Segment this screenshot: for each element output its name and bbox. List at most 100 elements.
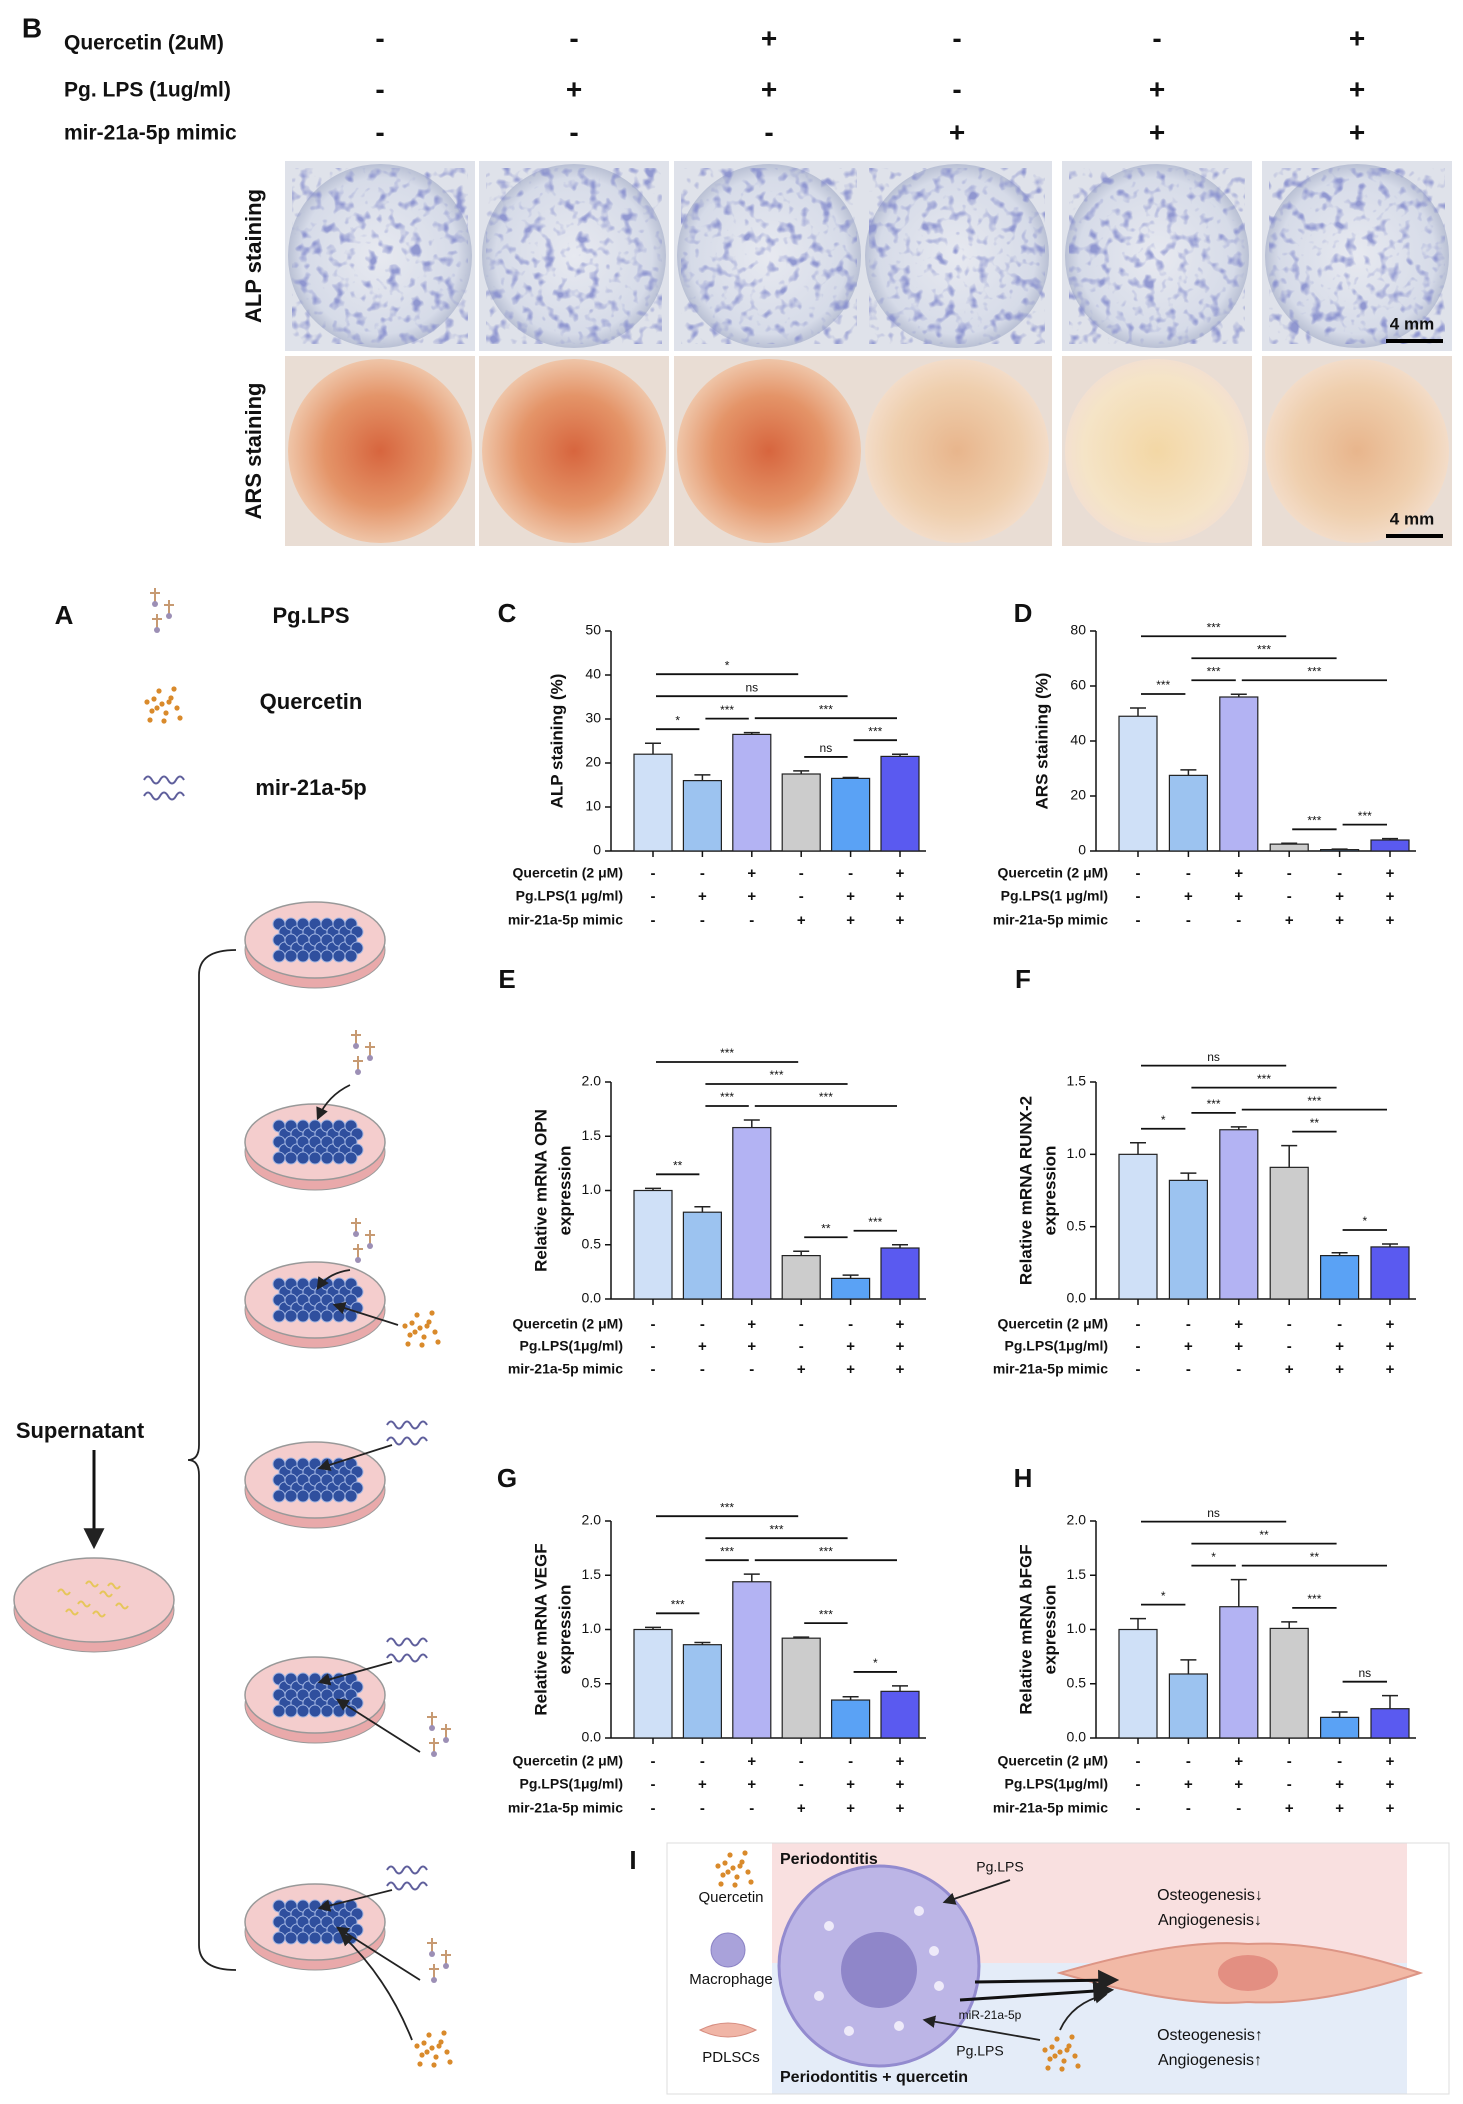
vesicle bbox=[824, 1921, 834, 1931]
treatment-label: mir-21a-5p mimic bbox=[508, 912, 623, 928]
error-bar bbox=[1382, 1694, 1398, 1709]
treatment-label: mir-21a-5p mimic bbox=[993, 1800, 1108, 1816]
cell bbox=[296, 1704, 310, 1718]
bar bbox=[880, 1247, 920, 1300]
quercetin-icon bbox=[419, 1342, 425, 1348]
mir-icon bbox=[386, 1653, 428, 1663]
y-tick-label: 60 bbox=[1070, 677, 1086, 693]
panel-label: D bbox=[1014, 598, 1033, 628]
well bbox=[288, 359, 472, 543]
bar bbox=[732, 1126, 772, 1300]
significance-label: ** bbox=[1259, 1528, 1269, 1542]
significance-label: *** bbox=[1358, 809, 1372, 823]
treatment-sign: - bbox=[799, 1316, 804, 1333]
cell bbox=[308, 1309, 322, 1323]
treatment-sign: + bbox=[1335, 1338, 1344, 1355]
treatment-sign: - bbox=[749, 1800, 754, 1817]
treatment-sign: + bbox=[747, 888, 756, 905]
treatment-sign: + bbox=[797, 1361, 806, 1378]
treatment-sign: + bbox=[896, 865, 905, 882]
error-bar bbox=[743, 1119, 760, 1128]
treatment-sign: + bbox=[846, 888, 855, 905]
bar bbox=[732, 1581, 772, 1739]
significance-label: *** bbox=[868, 1215, 882, 1229]
treatment-sign: - bbox=[700, 912, 705, 929]
stain-speckle bbox=[486, 168, 662, 344]
treatment-sign: + bbox=[1184, 1776, 1193, 1793]
y-tick-label: 50 bbox=[585, 622, 601, 638]
quercetin-icon bbox=[732, 1882, 738, 1888]
cell bbox=[332, 949, 346, 963]
treatment-sign: - bbox=[1287, 1776, 1292, 1793]
treatment-sign: - bbox=[1236, 912, 1241, 929]
quercetin-icon bbox=[447, 2059, 453, 2065]
cell bbox=[332, 1704, 346, 1718]
stain-speckle bbox=[869, 168, 1045, 344]
treatment-sign: - bbox=[1337, 1753, 1342, 1770]
quercetin-icon bbox=[417, 1325, 423, 1331]
treatment-label: Pg.LPS(1μg/ml) bbox=[520, 1776, 623, 1792]
supernatant-particle bbox=[107, 1582, 121, 1590]
treatment-sign: + bbox=[761, 73, 777, 104]
cell bbox=[332, 1931, 346, 1945]
significance-label: * bbox=[675, 713, 680, 727]
cell bbox=[284, 1151, 298, 1165]
treatment-sign: + bbox=[846, 1338, 855, 1355]
error-bar bbox=[645, 1626, 661, 1630]
y-tick-label: 1.5 bbox=[1067, 1073, 1087, 1089]
scale-bar-label: 4 mm bbox=[1390, 509, 1434, 528]
y-axis-label: ALP staining (%) bbox=[547, 674, 566, 809]
quercetin-icon bbox=[417, 2061, 423, 2067]
treatment-sign: + bbox=[949, 116, 965, 147]
quercetin-icon bbox=[722, 1860, 728, 1866]
cell bbox=[320, 1704, 334, 1718]
treatment-sign: - bbox=[799, 1776, 804, 1793]
treatment-label: Quercetin (2 μM) bbox=[513, 1316, 623, 1332]
arrow bbox=[332, 1302, 399, 1326]
treatment-sign: + bbox=[896, 912, 905, 929]
quercetin-icon bbox=[409, 1320, 415, 1326]
vesicle bbox=[934, 1981, 944, 1991]
quercetin-icon bbox=[149, 708, 155, 714]
bar bbox=[1319, 849, 1360, 852]
cell bbox=[332, 1489, 346, 1503]
treatment-sign: + bbox=[1285, 1361, 1294, 1378]
treatment-sign: - bbox=[1337, 1316, 1342, 1333]
significance-label: *** bbox=[769, 1522, 783, 1536]
cell bbox=[272, 1151, 286, 1165]
bar bbox=[1269, 1166, 1309, 1300]
y-tick-label: 0.0 bbox=[582, 1290, 602, 1306]
treatment-sign: - bbox=[651, 1338, 656, 1355]
arrow bbox=[316, 1084, 351, 1121]
legend-label: PDLSCs bbox=[702, 2049, 760, 2066]
mir-icon bbox=[386, 1420, 428, 1430]
arrow-label: Pg.LPS bbox=[976, 1859, 1023, 1875]
row-label: ALP staining bbox=[241, 189, 266, 323]
treatment-sign: + bbox=[896, 1753, 905, 1770]
quercetin-icon bbox=[171, 686, 177, 692]
treatment-sign: - bbox=[1136, 1800, 1141, 1817]
cell bbox=[296, 949, 310, 963]
cell bbox=[308, 1489, 322, 1503]
panel-label: G bbox=[497, 1463, 517, 1493]
error-bar bbox=[1130, 1142, 1146, 1155]
pdlsc-nucleus bbox=[1218, 1955, 1278, 1991]
bar bbox=[682, 1211, 723, 1300]
significance-label: * bbox=[1211, 1550, 1216, 1564]
significance-label: *** bbox=[720, 703, 734, 717]
significance-label: *** bbox=[1207, 620, 1221, 634]
significance-label: *** bbox=[819, 702, 833, 716]
significance-label: *** bbox=[720, 1500, 734, 1514]
treatment-sign: - bbox=[799, 888, 804, 905]
significance-label: * bbox=[873, 1656, 878, 1670]
significance-label: *** bbox=[868, 724, 882, 738]
cell bbox=[284, 949, 298, 963]
arrow bbox=[959, 1980, 1115, 2002]
treatment-sign: - bbox=[952, 22, 961, 53]
cell bbox=[332, 1309, 346, 1323]
bar bbox=[633, 1189, 673, 1300]
y-axis-label: Relative mRNA bFGF bbox=[1016, 1544, 1035, 1714]
y-tick-label: 0.0 bbox=[1067, 1290, 1087, 1306]
mir-icon bbox=[386, 1637, 428, 1647]
